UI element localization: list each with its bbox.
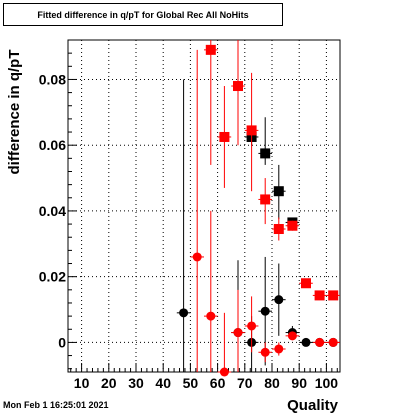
- square-marker: [219, 131, 230, 142]
- x-axis-label: Quality: [287, 397, 339, 414]
- circle-marker: [328, 337, 338, 347]
- x-tick-label: 70: [237, 375, 253, 391]
- data-point: [272, 217, 286, 241]
- y-tick-label: 0.04: [39, 203, 66, 219]
- data-point: [244, 296, 259, 353]
- x-tick-label: 80: [264, 375, 280, 391]
- x-tick-label: 40: [155, 375, 171, 391]
- x-tick-label: 60: [210, 375, 226, 391]
- data-point: [326, 290, 340, 301]
- square-marker: [246, 125, 257, 136]
- data-point: [217, 312, 232, 377]
- data-point: [217, 86, 232, 188]
- y-tick-label: 0.08: [39, 71, 66, 87]
- circle-marker: [192, 252, 202, 262]
- circle-marker: [274, 295, 284, 305]
- data-point: [258, 342, 272, 363]
- data-point: [272, 164, 286, 220]
- x-tick-label: 90: [291, 375, 307, 391]
- circle-marker: [315, 337, 325, 347]
- y-tick-label: 0: [58, 334, 66, 350]
- plot-frame: [67, 39, 341, 373]
- data-point: [272, 342, 286, 356]
- data-point: [285, 220, 300, 231]
- square-marker: [233, 81, 243, 92]
- circle-marker: [287, 331, 297, 341]
- y-axis-label: difference in q/pT: [6, 49, 23, 174]
- series-layer: [176, 40, 340, 377]
- y-tick-label: 0.06: [39, 137, 66, 153]
- grid: [68, 40, 340, 372]
- square-marker: [260, 148, 271, 159]
- data-point: [258, 178, 272, 225]
- circle-marker: [247, 321, 257, 331]
- data-point: [204, 40, 218, 165]
- x-tick-label: 30: [128, 375, 144, 391]
- circle-marker: [219, 367, 229, 377]
- square-marker: [328, 290, 339, 301]
- data-point: [299, 337, 313, 347]
- data-point: [312, 290, 327, 301]
- data-point: [176, 79, 191, 372]
- data-point: [244, 72, 259, 192]
- circle-marker: [206, 311, 216, 321]
- timestamp: Mon Feb 1 16:25:01 2021: [3, 400, 109, 410]
- chart-title: Fitted difference in q/pT for Global Rec…: [3, 3, 283, 26]
- square-marker: [205, 44, 216, 55]
- circle-marker: [274, 344, 284, 354]
- data-point: [190, 49, 204, 372]
- square-marker: [273, 186, 284, 197]
- data-point: [285, 331, 300, 341]
- square-marker: [273, 224, 284, 235]
- y-tick-label: 0.02: [39, 269, 66, 285]
- square-marker: [314, 290, 325, 301]
- data-point: [258, 117, 272, 165]
- data-point: [204, 210, 218, 372]
- circle-marker: [301, 337, 311, 347]
- data-point: [326, 337, 340, 347]
- axis-ticks: 10 20 30 40 50 60 70 80 90 100 0 0.02 0.04 0.06 0.08: [39, 52, 339, 391]
- x-tick-label: 50: [183, 375, 199, 391]
- circle-marker: [179, 308, 189, 318]
- x-tick-label: 100: [315, 375, 339, 391]
- circle-marker: [260, 347, 270, 357]
- square-marker: [301, 278, 311, 289]
- x-tick-label: 10: [74, 375, 90, 391]
- square-marker: [287, 220, 298, 231]
- data-point: [299, 278, 313, 289]
- data-point: [272, 263, 286, 336]
- x-tick-label: 20: [101, 375, 117, 391]
- circle-marker: [260, 306, 270, 316]
- data-point: [231, 40, 245, 146]
- circle-marker: [233, 328, 243, 338]
- square-marker: [260, 194, 271, 205]
- data-point: [231, 289, 245, 372]
- data-point: [312, 337, 327, 347]
